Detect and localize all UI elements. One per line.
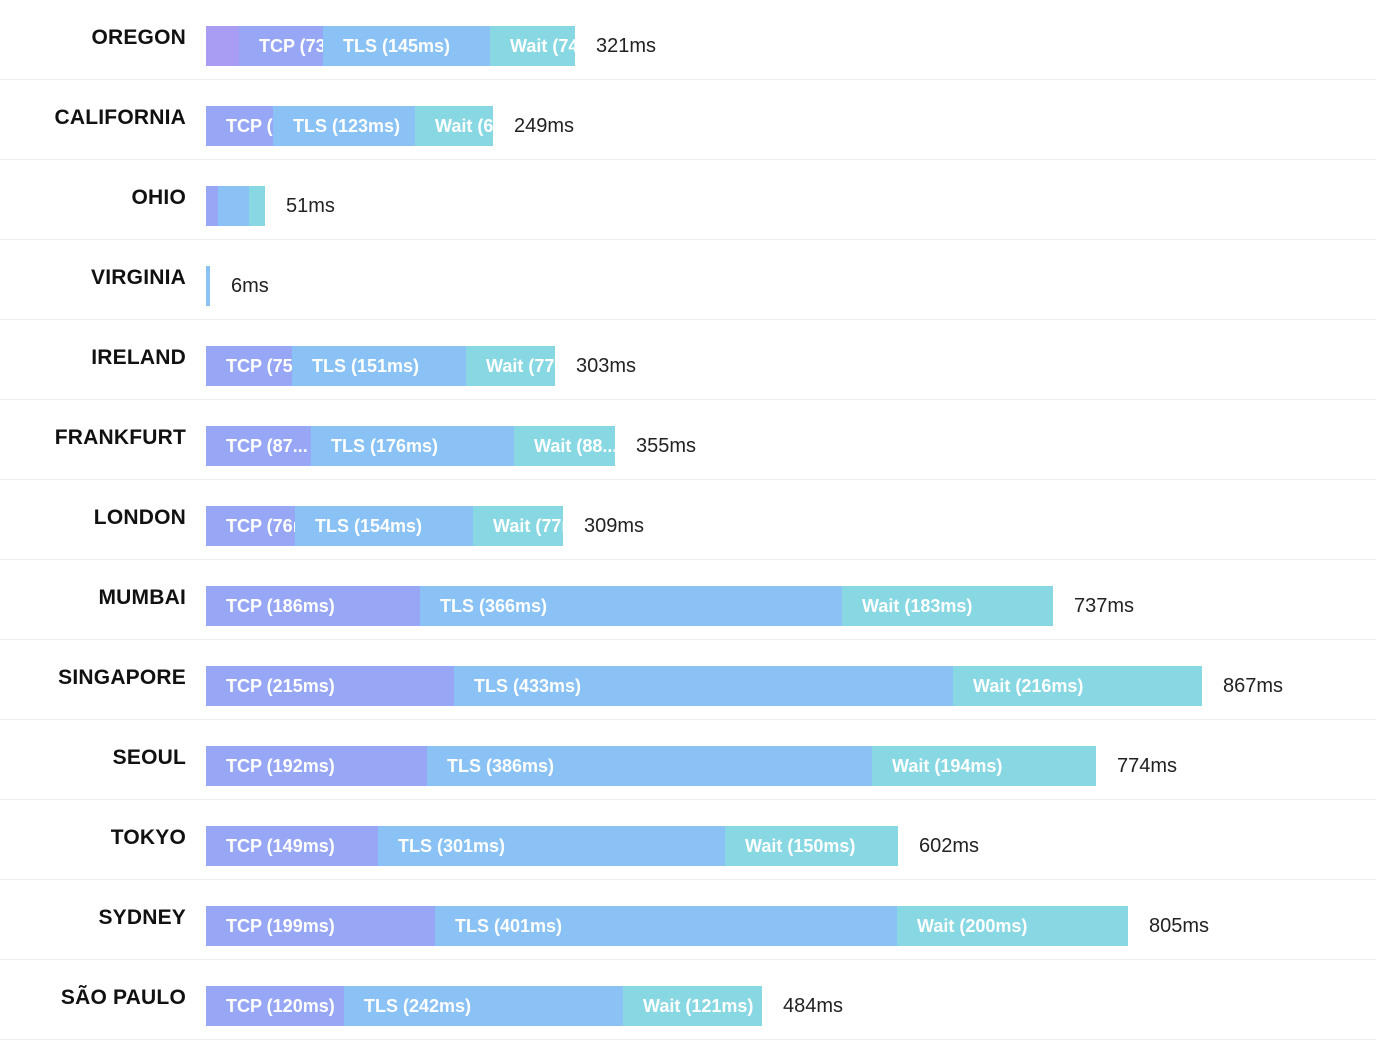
region-row: SÃO PAULO TCP (120ms) TLS (242ms) Wait (121… xyxy=(0,960,1376,1040)
bar-segment-tcp: TCP (75ms) xyxy=(206,346,292,386)
bar-segment-tcp: TCP (120ms) xyxy=(206,986,344,1026)
bar-segment-wait: Wait (150ms) xyxy=(725,826,898,866)
total-label: 484ms xyxy=(783,995,844,1017)
region-label: LONDON xyxy=(93,506,186,529)
region-label: SEOUL xyxy=(112,746,186,769)
region-label: TOKYO xyxy=(110,826,186,849)
bar-segment-wait: Wait (74ms) xyxy=(490,26,575,66)
bar-segment-wait: Wait (88... xyxy=(514,426,615,466)
total-label: 51ms xyxy=(286,195,335,217)
total-label: 6ms xyxy=(231,275,269,297)
total-label: 309ms xyxy=(584,515,645,537)
bar-segment-tcp: TCP (149ms) xyxy=(206,826,378,866)
region-row: MUMBAI TCP (186ms) TLS (366ms) Wait (183ms)… xyxy=(0,560,1376,640)
bar-segment-tls xyxy=(206,266,210,306)
bar-segment-tcp xyxy=(206,186,218,226)
total-label: 303ms xyxy=(576,355,637,377)
total-label: 249ms xyxy=(514,115,575,137)
region-row: IRELAND TCP (75ms)TLS (151ms)Wait (77ms) 3… xyxy=(0,320,1376,400)
region-row: LONDON TCP (76ms)TLS (154ms)Wait (77ms) 30… xyxy=(0,480,1376,560)
bar-segment-tcp: TCP (58ms) xyxy=(206,106,273,146)
bar-segment-tcp: TCP (192ms) xyxy=(206,746,427,786)
total-label: 737ms xyxy=(1074,595,1135,617)
bar-segment-wait: Wait (200ms) xyxy=(897,906,1128,946)
region-label: FRANKFURT xyxy=(54,426,186,449)
region-label: IRELAND xyxy=(91,346,186,369)
bar-segment-wait: Wait (77ms) xyxy=(466,346,555,386)
region-row: CALIFORNIA TCP (58ms)TLS (123ms)Wait (68m… xyxy=(0,80,1376,160)
region-row: SEOUL TCP (192ms) TLS (386ms) Wait (194ms) 7… xyxy=(0,720,1376,800)
region-label: SÃO PAULO xyxy=(60,986,186,1009)
region-label: OREGON xyxy=(91,26,186,49)
region-row: SYDNEY TCP (199ms) TLS (401ms) Wait (200ms)… xyxy=(0,880,1376,960)
bar-segment-tls: TLS (123ms) xyxy=(273,106,415,146)
bar-segment-tls: TLS (145ms) xyxy=(323,26,490,66)
total-label: 867ms xyxy=(1223,675,1284,697)
region-label: CALIFORNIA xyxy=(54,106,186,129)
region-row: OHIO 51ms xyxy=(0,160,1376,240)
bar-segment-tls: TLS (176ms) xyxy=(311,426,514,466)
bar-segment-wait: Wait (121ms) xyxy=(623,986,762,1026)
bar-segment-tcp: TCP (186ms) xyxy=(206,586,420,626)
region-row: FRANKFURT TCP (87... TLS (176ms) Wait (88..… xyxy=(0,400,1376,480)
bar-segment-tls: TLS (433ms) xyxy=(454,666,953,706)
region-row: OREGON TCP (73ms)TLS (145ms)Wait (74ms) 32… xyxy=(0,0,1376,80)
bar-segment-wait: Wait (68ms) xyxy=(415,106,493,146)
bar-segment-tls: TLS (242ms) xyxy=(344,986,623,1026)
region-label: OHIO xyxy=(131,186,186,209)
total-label: 774ms xyxy=(1117,755,1178,777)
region-label: VIRGINIA xyxy=(91,266,186,289)
total-label: 602ms xyxy=(919,835,980,857)
region-label: SYDNEY xyxy=(98,906,186,929)
bar-segment-tls: TLS (154ms) xyxy=(295,506,473,546)
bar-segment-tcp: TCP (73ms) xyxy=(239,26,323,66)
bar-segment-tls: TLS (401ms) xyxy=(435,906,897,946)
bar-segment-tls: TLS (366ms) xyxy=(420,586,842,626)
bar-segment-tls: TLS (301ms) xyxy=(378,826,725,866)
bar-segment-tls: TLS (151ms) xyxy=(292,346,466,386)
bar-segment-tcp: TCP (199ms) xyxy=(206,906,435,946)
bar-segment-tcp: TCP (215ms) xyxy=(206,666,454,706)
bar-segment-wait: Wait (77ms) xyxy=(473,506,563,546)
bar-segment-tcp: TCP (76ms) xyxy=(206,506,295,546)
bar-segment-dns xyxy=(206,26,239,66)
region-label: SINGAPORE xyxy=(58,666,186,689)
region-label: MUMBAI xyxy=(98,586,186,609)
region-row: SINGAPORE TCP (215ms) TLS (433ms) Wait (216… xyxy=(0,640,1376,720)
region-row: VIRGINIA 6ms xyxy=(0,240,1376,320)
bar-segment-tls: TLS (386ms) xyxy=(427,746,872,786)
total-label: 321ms xyxy=(596,35,657,57)
bar-segment-wait: Wait (194ms) xyxy=(872,746,1096,786)
bar-segment-tcp: TCP (87... xyxy=(206,426,311,466)
bar-segment-tls xyxy=(218,186,249,226)
total-label: 355ms xyxy=(636,435,697,457)
bar-segment-wait xyxy=(249,186,265,226)
bar-segment-wait: Wait (183ms) xyxy=(842,586,1053,626)
total-label: 805ms xyxy=(1149,915,1210,937)
region-row: TOKYO TCP (149ms) TLS (301ms) Wait (150ms) 6… xyxy=(0,800,1376,880)
bar-segment-wait: Wait (216ms) xyxy=(953,666,1202,706)
